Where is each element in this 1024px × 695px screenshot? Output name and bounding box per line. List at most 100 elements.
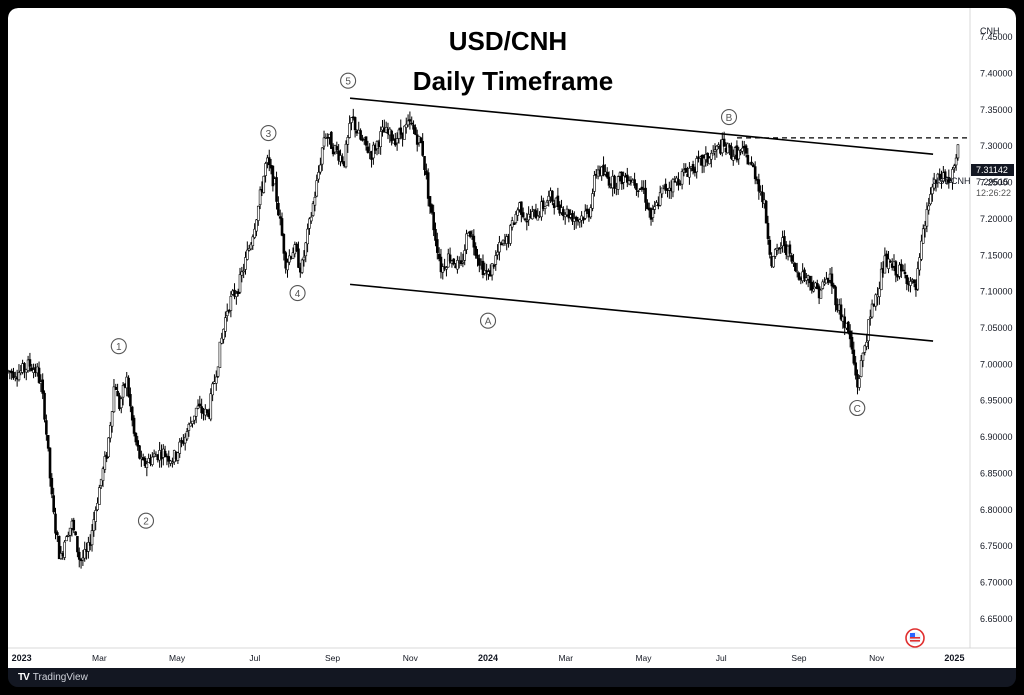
candle-body-66 [127,377,130,397]
candle-body-69 [132,417,136,434]
candle-body-90 [171,461,174,464]
time-tick-12: 2025 [944,653,964,663]
price-axis[interactable]: 7.45000 7.40000 7.35000 7.30000 7.25000 7.200… [980,32,1013,624]
wave-label-b[interactable]: B [720,109,738,126]
lower-trendline[interactable] [349,283,934,342]
candle-body-436 [803,269,806,279]
candle-body-315 [582,217,585,221]
candle-body-154 [288,255,291,263]
candle-body-416 [766,222,770,239]
candle-body-377 [695,158,699,173]
candle-body-168 [313,196,317,206]
candle-body-51 [99,478,103,486]
candle-body-143 [267,157,271,166]
candle-body-134 [251,236,255,247]
candle-body-185 [344,143,348,168]
wave-label-a[interactable]: A [479,312,497,329]
candle-body-277 [512,222,516,225]
candle-body-423 [779,246,783,249]
candle-body-106 [200,406,203,414]
candle-body-173 [322,137,326,147]
candle-body-278 [514,213,518,223]
candle-body-275 [509,225,512,244]
candle-body-140 [262,175,266,193]
candle-body-468 [861,352,865,361]
candle-body-498 [916,268,920,290]
candle-body-19 [41,379,45,394]
candle-body-517 [951,169,954,183]
candle-body-328 [605,172,609,178]
time-tick-5: Nov [403,653,419,663]
candle-body-346 [638,188,642,190]
economic-event-icon[interactable] [905,628,925,648]
wave-label-circle [110,338,127,355]
candle-body-316 [583,210,587,219]
candle-body-258 [478,258,481,266]
wave-label-text: 1 [116,342,122,353]
candle-body-506 [931,186,934,195]
candle-body-417 [768,239,772,255]
candle-body-345 [636,190,640,192]
candle-body-249 [461,261,465,264]
wave-label-3[interactable]: 3 [260,125,277,142]
candle-body-440 [810,281,814,291]
candle-body-321 [593,175,596,192]
candle-body-177 [330,131,333,149]
price-tick-10: 6.95000 [980,396,1013,406]
candle-body-132 [247,247,251,251]
candle-body-220 [408,119,412,122]
wave-label-1[interactable]: 1 [110,338,127,355]
candle-body-496 [912,279,916,284]
wave-label-text: 2 [143,517,149,528]
candle-body-34 [68,527,72,536]
wave-label-c[interactable]: C [849,399,866,417]
wave-label-text: 4 [295,289,301,300]
candle-body-478 [879,268,883,290]
price-chart[interactable]: 1 2 3 4 5 A B C USD/CNH Daily Timeframe CNH 7.4… [8,8,1016,668]
candle-body-483 [889,260,892,263]
candle-body-228 [423,156,426,170]
wave-label-2[interactable]: 2 [137,512,155,529]
candle-body-37 [74,531,77,536]
candle-body-265 [490,263,494,276]
candle-body-149 [278,216,282,219]
candle-body-217 [403,125,406,140]
candle-body-171 [319,164,322,173]
time-tick-10: Sep [791,653,806,663]
candle-body-39 [77,551,81,560]
candle-body-257 [476,254,479,259]
candle-body-60 [116,390,119,397]
candle-body-158 [295,243,298,252]
candle-body-221 [410,122,414,125]
candle-body-119 [224,317,227,332]
chart-panel[interactable]: 1 2 3 4 5 A B C USD/CNH Daily Timeframe CNH 7.4… [8,8,1016,668]
candle-body-326 [602,164,605,176]
candle-body-94 [178,441,182,454]
candle-body-114 [214,376,218,384]
time-axis[interactable]: 2023 Mar May Jul Sep Nov 2024 Mar May Jul Sep Nov 20… [12,653,965,663]
price-tick-5: 7.20000 [980,214,1013,224]
wave-label-4[interactable]: 4 [289,285,306,302]
candle-body-439 [808,275,812,284]
wave-label-5[interactable]: 5 [340,72,357,89]
candle-body-332 [613,175,616,189]
tradingview-branding[interactable]: TV TradingView [18,672,88,683]
upper-trendline[interactable] [349,97,934,155]
symbol-label: USDCNH [932,176,971,186]
candle-body-520 [956,144,960,159]
candle-body-235 [436,239,439,253]
currency-label: CNH [980,26,1000,36]
candle-body-38 [76,536,79,553]
candle-body-409 [753,166,757,180]
candles-layer [8,108,960,569]
candle-body-458 [843,316,846,328]
candle-body-486 [894,261,898,276]
candle-body-180 [335,146,339,151]
candle-body-63 [121,385,125,398]
candle-body-165 [308,218,311,229]
candle-body-42 [83,549,87,559]
candle-body-99 [187,423,191,431]
time-tick-9: Jul [716,653,727,663]
candle-body-52 [101,468,105,481]
candle-body-254 [470,234,474,236]
